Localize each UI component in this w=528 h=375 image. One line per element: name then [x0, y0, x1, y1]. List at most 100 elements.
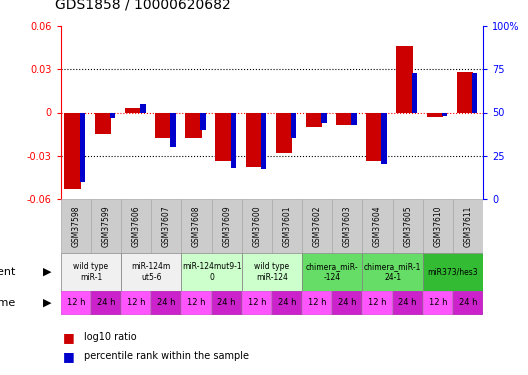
Bar [423, 253, 483, 291]
Bar [140, 104, 146, 112]
Text: GSM37601: GSM37601 [282, 205, 291, 247]
Bar [61, 199, 91, 253]
Text: GSM37606: GSM37606 [131, 205, 140, 247]
Bar [472, 73, 477, 112]
Bar [91, 291, 121, 315]
Bar [261, 112, 266, 170]
Text: 12 h: 12 h [308, 298, 326, 307]
Bar [242, 253, 302, 291]
Text: 12 h: 12 h [187, 298, 206, 307]
Bar [182, 291, 212, 315]
Text: log10 ratio: log10 ratio [84, 333, 137, 342]
Bar [442, 112, 447, 116]
Bar [272, 291, 302, 315]
Bar [212, 291, 242, 315]
Bar [427, 112, 443, 117]
Bar [64, 112, 81, 189]
Text: GSM37610: GSM37610 [433, 205, 442, 247]
Bar [457, 72, 473, 112]
Text: chimera_miR-
-124: chimera_miR- -124 [306, 262, 359, 282]
Bar [321, 112, 326, 123]
Text: 12 h: 12 h [429, 298, 447, 307]
Bar [170, 112, 176, 147]
Text: GSM37609: GSM37609 [222, 205, 231, 247]
Text: 24 h: 24 h [399, 298, 417, 307]
Bar [242, 199, 272, 253]
Bar [61, 253, 121, 291]
Text: ■: ■ [63, 350, 75, 363]
Text: 24 h: 24 h [338, 298, 356, 307]
Text: 24 h: 24 h [157, 298, 176, 307]
Text: miR-124mut9-1
0: miR-124mut9-1 0 [182, 262, 241, 282]
Text: 12 h: 12 h [67, 298, 85, 307]
Text: GSM37603: GSM37603 [343, 205, 352, 247]
Text: wild type
miR-1: wild type miR-1 [73, 262, 108, 282]
Bar [291, 112, 296, 138]
Bar [302, 253, 362, 291]
Text: 24 h: 24 h [459, 298, 477, 307]
Bar [362, 291, 393, 315]
Text: ■: ■ [63, 331, 75, 344]
Bar [336, 112, 353, 125]
Text: GDS1858 / 10000620682: GDS1858 / 10000620682 [55, 0, 231, 11]
Bar [302, 291, 332, 315]
Text: GSM37604: GSM37604 [373, 205, 382, 247]
Bar [393, 199, 423, 253]
Bar [276, 112, 293, 153]
Bar [121, 199, 151, 253]
Text: 12 h: 12 h [127, 298, 145, 307]
Bar [412, 73, 417, 112]
Text: 12 h: 12 h [368, 298, 387, 307]
Bar [215, 112, 232, 161]
Bar [151, 199, 182, 253]
Bar [61, 291, 91, 315]
Bar [155, 112, 172, 138]
Bar [453, 291, 483, 315]
Text: chimera_miR-1
24-1: chimera_miR-1 24-1 [364, 262, 421, 282]
Bar [351, 112, 357, 125]
Text: wild type
miR-124: wild type miR-124 [254, 262, 289, 282]
Text: GSM37598: GSM37598 [71, 205, 80, 247]
Bar [272, 199, 302, 253]
Bar [332, 291, 362, 315]
Bar [121, 291, 151, 315]
Text: ▶: ▶ [43, 298, 52, 308]
Text: GSM37611: GSM37611 [464, 205, 473, 247]
Bar [397, 46, 413, 112]
Text: GSM37607: GSM37607 [162, 205, 171, 247]
Bar [125, 108, 142, 112]
Bar [185, 112, 202, 138]
Text: miR373/hes3: miR373/hes3 [428, 267, 478, 276]
Text: ▶: ▶ [43, 267, 52, 277]
Text: 24 h: 24 h [278, 298, 296, 307]
Text: 12 h: 12 h [248, 298, 266, 307]
Bar [246, 112, 262, 167]
Bar [231, 112, 236, 168]
Bar [212, 199, 242, 253]
Bar [366, 112, 383, 161]
Bar [201, 112, 206, 130]
Text: miR-124m
ut5-6: miR-124m ut5-6 [131, 262, 171, 282]
Bar [381, 112, 387, 164]
Bar [332, 199, 362, 253]
Text: GSM37602: GSM37602 [313, 205, 322, 247]
Text: agent: agent [0, 267, 16, 277]
Bar [362, 199, 393, 253]
Bar [362, 253, 423, 291]
Bar [242, 291, 272, 315]
Text: percentile rank within the sample: percentile rank within the sample [84, 351, 250, 361]
Text: time: time [0, 298, 16, 308]
Bar [306, 112, 323, 127]
Bar [302, 199, 332, 253]
Bar [91, 199, 121, 253]
Bar [182, 199, 212, 253]
Text: GSM37599: GSM37599 [101, 205, 110, 247]
Text: 24 h: 24 h [97, 298, 115, 307]
Bar [453, 199, 483, 253]
Bar [423, 291, 453, 315]
Bar [121, 253, 182, 291]
Bar [182, 253, 242, 291]
Text: 24 h: 24 h [218, 298, 236, 307]
Text: GSM37605: GSM37605 [403, 205, 412, 247]
Bar [80, 112, 85, 182]
